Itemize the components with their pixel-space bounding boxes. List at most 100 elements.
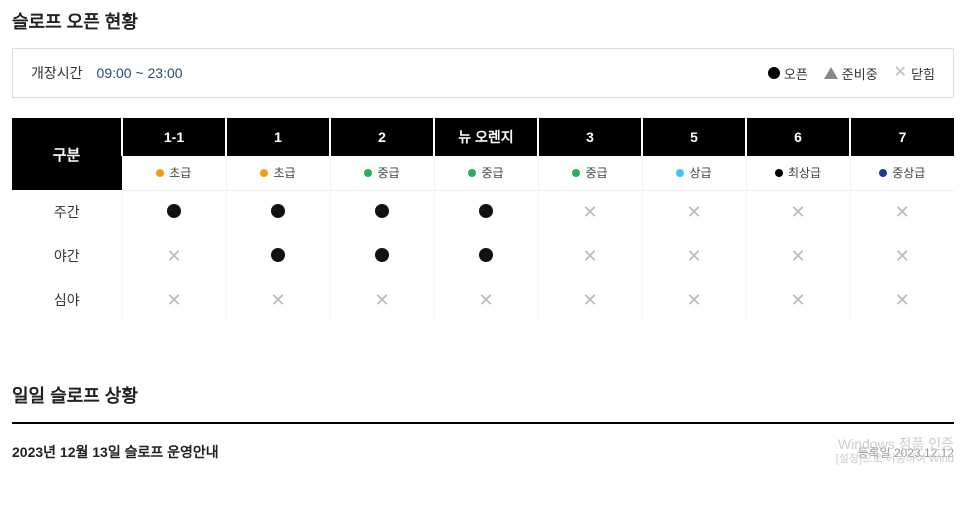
level-dot-icon: [364, 169, 372, 177]
level-dot-icon: [260, 169, 268, 177]
open-hours-value: 09:00 ~ 23:00: [97, 65, 183, 81]
open-icon: [479, 204, 493, 218]
status-cell: [434, 190, 538, 234]
status-cell: [330, 234, 434, 278]
time-row-label: 주간: [12, 190, 122, 234]
level-dot-icon: [775, 169, 783, 177]
closed-icon: [582, 246, 597, 266]
slope-level-cell: 중상급: [850, 156, 954, 190]
closed-icon: [166, 290, 181, 310]
level-label: 중급: [377, 164, 399, 181]
level-label: 중급: [585, 164, 607, 181]
closed-icon: [686, 202, 701, 222]
level-dot-icon: [676, 169, 684, 177]
slope-header: 뉴 오렌지: [434, 118, 538, 156]
x-icon: [894, 65, 907, 81]
table-row: 야간: [12, 234, 954, 278]
status-cell: [538, 278, 642, 322]
section-title-slope-status: 슬로프 오픈 현황: [12, 8, 954, 34]
slope-header: 2: [330, 118, 434, 156]
level-dot-icon: [879, 169, 887, 177]
status-cell: [122, 278, 226, 322]
slope-header: 1-1: [122, 118, 226, 156]
level-label: 초급: [169, 164, 191, 181]
level-label: 중급: [481, 164, 503, 181]
legend-open-label: 오픈: [784, 64, 808, 83]
triangle-icon: [824, 67, 838, 79]
status-cell: [642, 278, 746, 322]
closed-icon: [478, 290, 493, 310]
status-cell: [434, 278, 538, 322]
status-cell: [434, 234, 538, 278]
open-icon: [271, 248, 285, 262]
slope-level-cell: 최상급: [746, 156, 850, 190]
closed-icon: [895, 290, 910, 310]
table-corner-header: 구분: [12, 118, 122, 190]
circle-icon: [768, 67, 780, 79]
status-cell: [850, 190, 954, 234]
legend-closed: 닫힘: [894, 64, 935, 83]
status-cell: [746, 278, 850, 322]
status-cell: [538, 190, 642, 234]
open-icon: [271, 204, 285, 218]
status-cell: [226, 190, 330, 234]
daily-notice-title[interactable]: 2023년 12월 13일 슬로프 운영안내: [12, 442, 219, 462]
legend-open: 오픈: [768, 64, 808, 83]
level-dot-icon: [468, 169, 476, 177]
status-cell: [746, 190, 850, 234]
closed-icon: [895, 246, 910, 266]
open-hours: 개장시간 09:00 ~ 23:00: [31, 63, 183, 83]
closed-icon: [686, 246, 701, 266]
table-row: 심야: [12, 278, 954, 322]
status-cell: [642, 190, 746, 234]
level-dot-icon: [572, 169, 580, 177]
slope-level-cell: 중급: [330, 156, 434, 190]
status-cell: [642, 234, 746, 278]
open-icon: [375, 204, 389, 218]
status-cell: [850, 278, 954, 322]
closed-icon: [895, 202, 910, 222]
level-label: 중상급: [892, 164, 925, 181]
slope-header: 7: [850, 118, 954, 156]
slope-table: 구분 1-112뉴 오렌지3567 초급 초급 중급 중급 중급 상급 최상급 중상급 주간야…: [12, 118, 954, 322]
slope-header: 3: [538, 118, 642, 156]
info-bar: 개장시간 09:00 ~ 23:00 오픈 준비중 닫힘: [12, 48, 954, 98]
daily-row: 2023년 12월 13일 슬로프 운영안내 Windows 정품 인증 등록일…: [12, 442, 954, 462]
closed-icon: [270, 290, 285, 310]
status-cell: [330, 278, 434, 322]
status-cell: [746, 234, 850, 278]
level-label: 최상급: [788, 164, 821, 181]
closed-icon: [582, 202, 597, 222]
slope-header: 5: [642, 118, 746, 156]
divider: [12, 422, 954, 424]
windows-watermark-2: [설정]으로 이동하여 Wind: [836, 450, 954, 466]
legend-ready-label: 준비중: [842, 64, 878, 83]
time-row-label: 심야: [12, 278, 122, 322]
status-cell: [226, 234, 330, 278]
slope-level-cell: 초급: [226, 156, 330, 190]
daily-notice-meta: Windows 정품 인증 등록일 2023.12.12 [설정]으로 이동하여…: [857, 444, 954, 461]
legend-ready: 준비중: [824, 64, 878, 83]
closed-icon: [790, 290, 805, 310]
open-icon: [375, 248, 389, 262]
slope-header: 1: [226, 118, 330, 156]
open-hours-label: 개장시간: [31, 63, 83, 83]
status-cell: [850, 234, 954, 278]
status-cell: [226, 278, 330, 322]
open-icon: [167, 204, 181, 218]
closed-icon: [790, 202, 805, 222]
section-title-daily: 일일 슬로프 상황: [12, 382, 954, 408]
slope-level-cell: 중급: [538, 156, 642, 190]
slope-level-cell: 초급: [122, 156, 226, 190]
legend: 오픈 준비중 닫힘: [768, 64, 935, 83]
closed-icon: [790, 246, 805, 266]
level-label: 상급: [689, 164, 711, 181]
closed-icon: [582, 290, 597, 310]
open-icon: [479, 248, 493, 262]
slope-level-cell: 중급: [434, 156, 538, 190]
level-label: 초급: [273, 164, 295, 181]
closed-icon: [686, 290, 701, 310]
slope-header: 6: [746, 118, 850, 156]
table-row: 주간: [12, 190, 954, 234]
status-cell: [122, 234, 226, 278]
